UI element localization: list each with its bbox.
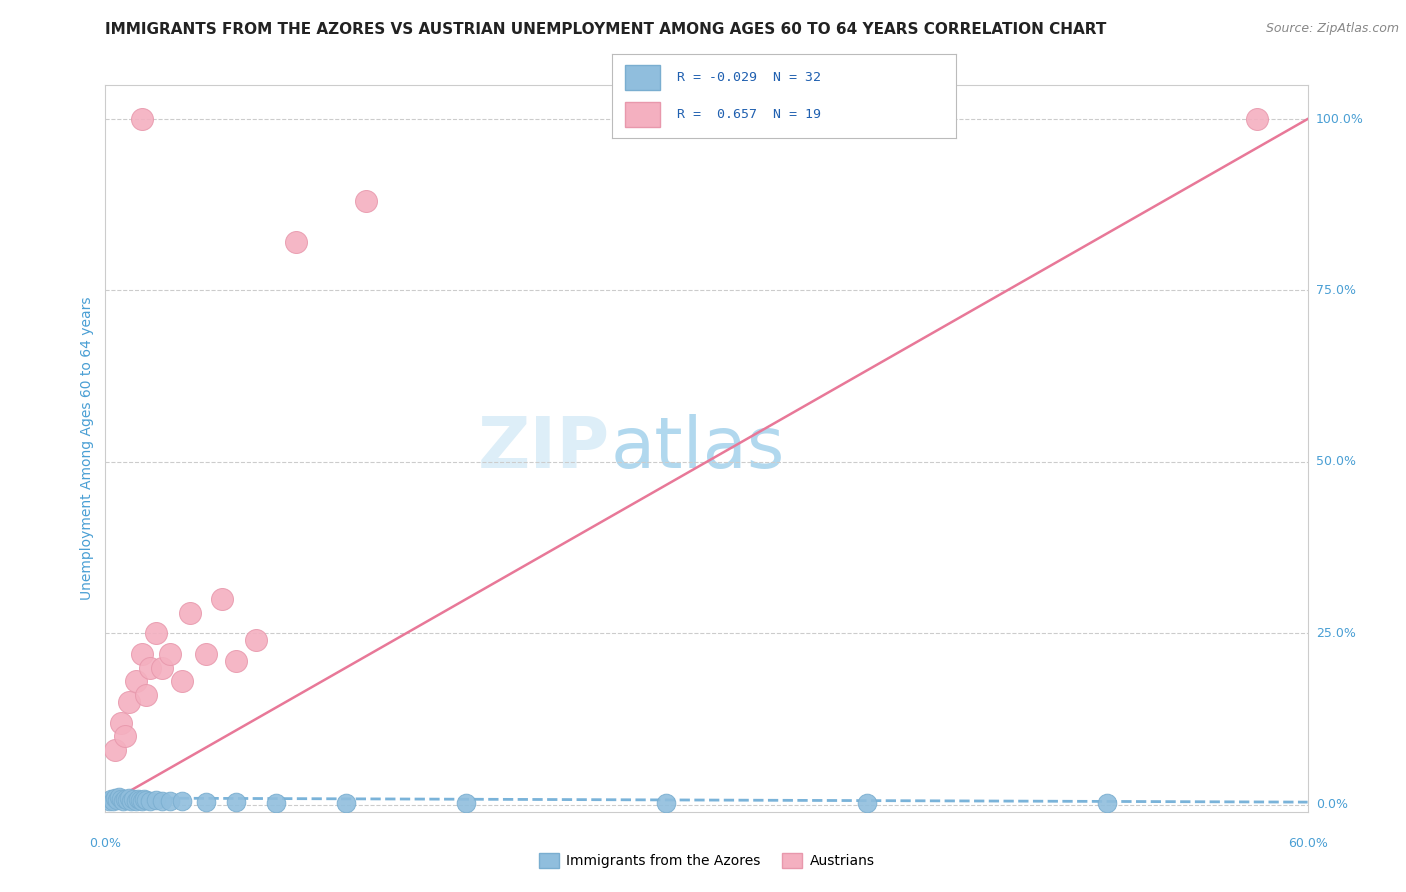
Text: Source: ZipAtlas.com: Source: ZipAtlas.com <box>1265 22 1399 36</box>
Point <box>107 793 129 807</box>
Point <box>100 792 122 806</box>
FancyBboxPatch shape <box>626 64 659 90</box>
Point <box>150 661 173 675</box>
Legend: Immigrants from the Azores, Austrians: Immigrants from the Azores, Austrians <box>533 848 880 874</box>
Point <box>245 633 267 648</box>
Point <box>131 112 153 126</box>
Point <box>335 796 357 810</box>
Point <box>112 794 135 808</box>
Text: atlas: atlas <box>610 414 785 483</box>
Point <box>138 794 160 808</box>
Point <box>98 794 121 808</box>
Text: 75.0%: 75.0% <box>1316 284 1355 297</box>
Point <box>104 743 127 757</box>
Point <box>145 793 167 807</box>
Point <box>110 715 132 730</box>
Text: 50.0%: 50.0% <box>1316 456 1355 468</box>
Point <box>170 674 193 689</box>
Point <box>135 793 157 807</box>
Point <box>138 661 160 675</box>
Point <box>225 795 247 809</box>
Point <box>103 794 125 808</box>
Point <box>159 647 181 661</box>
Text: 25.0%: 25.0% <box>1316 627 1355 640</box>
Point <box>194 795 217 809</box>
Point <box>114 791 136 805</box>
Point <box>121 794 143 808</box>
Text: R =  0.657  N = 19: R = 0.657 N = 19 <box>678 108 821 121</box>
Text: 0.0%: 0.0% <box>90 837 121 850</box>
Point <box>159 794 181 808</box>
Point <box>194 647 217 661</box>
Point <box>179 606 201 620</box>
Point <box>135 688 157 702</box>
Point <box>104 791 127 805</box>
Text: R = -0.029  N = 32: R = -0.029 N = 32 <box>678 70 821 84</box>
Point <box>118 695 141 709</box>
Point <box>170 794 193 808</box>
Point <box>855 797 877 811</box>
Point <box>145 626 167 640</box>
Text: 0.0%: 0.0% <box>1316 798 1348 812</box>
Text: 60.0%: 60.0% <box>1288 837 1327 850</box>
Point <box>454 796 477 810</box>
Text: 100.0%: 100.0% <box>1316 112 1364 126</box>
Point <box>225 654 247 668</box>
Point <box>118 791 141 805</box>
Point <box>131 647 153 661</box>
Point <box>150 794 173 808</box>
Text: ZIP: ZIP <box>478 414 610 483</box>
Point <box>117 793 139 807</box>
Point <box>284 235 307 250</box>
Point <box>114 729 136 743</box>
FancyBboxPatch shape <box>626 102 659 128</box>
Y-axis label: Unemployment Among Ages 60 to 64 years: Unemployment Among Ages 60 to 64 years <box>80 296 94 600</box>
Point <box>264 796 287 810</box>
Point <box>128 793 150 807</box>
Point <box>110 792 132 806</box>
Point <box>211 592 233 607</box>
Point <box>1097 797 1119 811</box>
Point <box>131 794 153 808</box>
Point <box>655 796 678 810</box>
Point <box>124 794 146 808</box>
Point <box>127 791 149 805</box>
Point <box>1246 112 1268 126</box>
Point <box>124 674 146 689</box>
Point <box>108 789 131 804</box>
Point <box>132 792 155 806</box>
Point <box>122 792 145 806</box>
Text: IMMIGRANTS FROM THE AZORES VS AUSTRIAN UNEMPLOYMENT AMONG AGES 60 TO 64 YEARS CO: IMMIGRANTS FROM THE AZORES VS AUSTRIAN U… <box>105 22 1107 37</box>
Point <box>354 194 377 209</box>
